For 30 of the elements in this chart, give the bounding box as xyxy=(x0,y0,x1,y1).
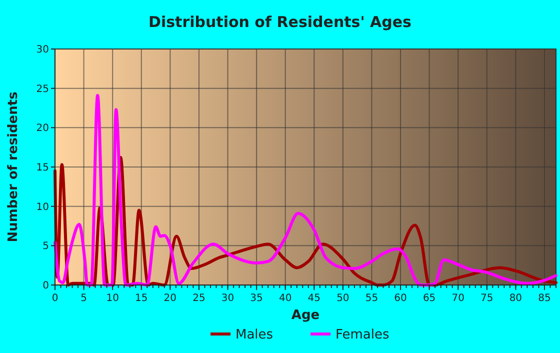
x-tick-label: 85 xyxy=(538,293,551,304)
x-tick-label: 80 xyxy=(509,293,522,304)
x-tick-label: 20 xyxy=(164,293,177,304)
y-tick-label: 15 xyxy=(36,162,49,174)
x-tick-label: 65 xyxy=(422,293,436,304)
x-tick-label: 60 xyxy=(394,293,407,304)
x-tick-label: 10 xyxy=(106,293,119,304)
legend-label: Males xyxy=(236,328,274,342)
y-tick-label: 0 xyxy=(42,280,49,292)
x-tick-label: 45 xyxy=(308,293,321,304)
x-tick-label: 50 xyxy=(336,293,350,304)
y-tick-label: 20 xyxy=(36,123,49,134)
x-tick-label: 30 xyxy=(221,293,234,304)
y-tick-label: 25 xyxy=(36,84,49,95)
x-tick-label: 70 xyxy=(452,293,464,304)
y-tick-label: 30 xyxy=(36,44,49,56)
x-tick-label: 40 xyxy=(278,293,292,304)
x-tick-label: 0 xyxy=(52,293,58,304)
x-tick-label: 55 xyxy=(365,293,378,304)
y-axis-title: Number of residents xyxy=(6,91,21,242)
x-tick-label: 15 xyxy=(135,293,148,304)
y-tick-label: 10 xyxy=(36,202,49,213)
x-axis-title: Age xyxy=(291,308,320,323)
legend-label: Females xyxy=(336,328,390,342)
x-tick-label: 75 xyxy=(480,293,494,304)
x-tick-label: 35 xyxy=(250,293,263,304)
chart-title: Distribution of Residents' Ages xyxy=(148,13,412,31)
y-tick-label: 5 xyxy=(42,241,49,252)
x-tick-label: 25 xyxy=(192,293,206,304)
x-tick-label: 5 xyxy=(80,293,87,304)
